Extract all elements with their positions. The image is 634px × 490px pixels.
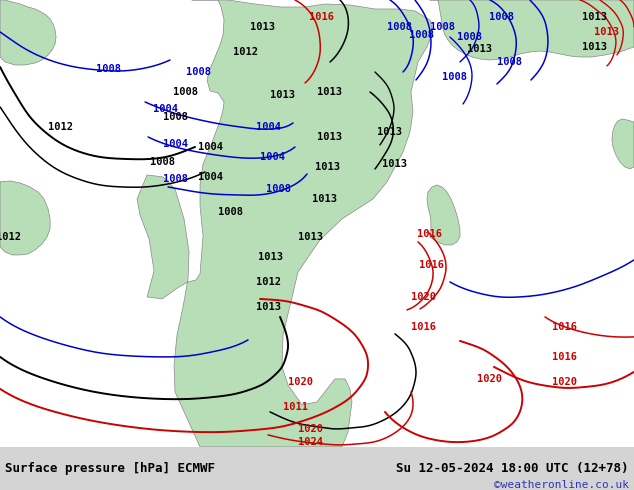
Text: 1013: 1013	[257, 252, 283, 262]
Text: 1013: 1013	[318, 132, 342, 142]
Text: 1008: 1008	[498, 57, 522, 67]
Text: Surface pressure [hPa] ECMWF: Surface pressure [hPa] ECMWF	[5, 462, 215, 475]
Text: 1013: 1013	[583, 42, 607, 52]
Text: 1008: 1008	[410, 30, 434, 40]
Text: 1008: 1008	[172, 87, 198, 97]
Text: 1013: 1013	[316, 162, 340, 172]
Text: 1013: 1013	[313, 194, 337, 204]
Text: 1008: 1008	[443, 72, 467, 82]
Text: 1016: 1016	[309, 12, 335, 22]
Text: 1020: 1020	[411, 292, 436, 302]
Text: 1020: 1020	[287, 377, 313, 387]
Text: ©weatheronline.co.uk: ©weatheronline.co.uk	[494, 480, 629, 490]
Text: 1020: 1020	[297, 424, 323, 434]
Text: 1008: 1008	[150, 157, 174, 167]
Text: 1013: 1013	[256, 302, 280, 312]
Text: 1008: 1008	[489, 12, 514, 22]
Polygon shape	[0, 181, 50, 255]
Text: 1016: 1016	[552, 352, 578, 362]
Text: 1020: 1020	[477, 374, 503, 384]
Text: 1016: 1016	[420, 260, 444, 270]
Text: 1013: 1013	[583, 12, 607, 22]
Text: 1008: 1008	[186, 67, 210, 77]
Text: 1008: 1008	[266, 184, 290, 194]
Text: 1004: 1004	[198, 172, 223, 182]
Text: 1013: 1013	[595, 27, 619, 37]
Text: 1012: 1012	[233, 47, 257, 57]
Text: 1008: 1008	[162, 174, 188, 184]
Text: 1013: 1013	[377, 127, 403, 137]
Text: 1011: 1011	[283, 402, 307, 412]
Text: 1008: 1008	[217, 207, 243, 217]
Text: 1012: 1012	[48, 122, 72, 132]
Text: 1016: 1016	[411, 322, 436, 332]
Text: 1020: 1020	[552, 377, 578, 387]
Text: 1016: 1016	[417, 229, 443, 239]
Text: 1008: 1008	[387, 22, 413, 32]
Polygon shape	[427, 185, 460, 245]
Text: 1024: 1024	[297, 437, 323, 447]
Text: 1004: 1004	[153, 104, 178, 114]
Text: 1004: 1004	[198, 142, 223, 152]
Text: 1004: 1004	[259, 152, 285, 162]
Text: 1008: 1008	[430, 22, 455, 32]
Text: 1016: 1016	[552, 322, 578, 332]
Polygon shape	[0, 0, 56, 65]
Text: 1013: 1013	[467, 44, 493, 54]
Text: 1012: 1012	[0, 232, 20, 242]
Text: 1008: 1008	[458, 32, 482, 42]
Text: 1013: 1013	[382, 159, 408, 169]
Text: 1008: 1008	[96, 64, 120, 74]
Text: 1013: 1013	[269, 90, 295, 100]
Polygon shape	[137, 0, 433, 447]
Text: 1013: 1013	[318, 87, 342, 97]
Text: 1013: 1013	[297, 232, 323, 242]
Polygon shape	[430, 0, 634, 60]
Text: 1013: 1013	[250, 22, 275, 32]
Text: 1012: 1012	[256, 277, 280, 287]
Text: Su 12-05-2024 18:00 UTC (12+78): Su 12-05-2024 18:00 UTC (12+78)	[396, 462, 629, 475]
Text: 1008: 1008	[162, 112, 188, 122]
Text: 1004: 1004	[162, 139, 188, 149]
Polygon shape	[612, 119, 634, 169]
Text: 1004: 1004	[256, 122, 280, 132]
